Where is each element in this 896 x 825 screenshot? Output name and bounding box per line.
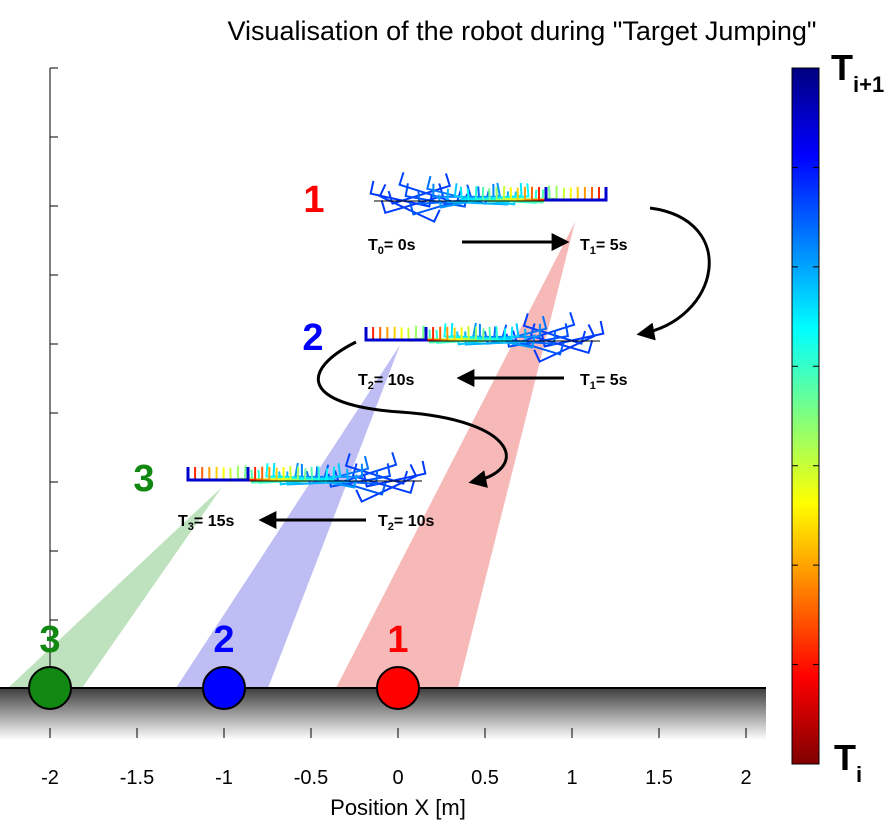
colorbar-bottom-label: Ti [834, 737, 862, 787]
target-2-beam [176, 345, 400, 688]
x-tick-label: 0.5 [471, 767, 499, 789]
stage-3-start-time: T2= 10s [378, 513, 434, 533]
target-1-beam [336, 222, 575, 688]
colorbar-top-label: Ti+1 [831, 47, 884, 97]
stage-2-number: 2 [302, 317, 323, 359]
x-tick-label: 2 [740, 767, 751, 789]
target-2: 2 [202, 619, 246, 710]
stage-3-number: 3 [133, 458, 154, 500]
x-tick-label: -1 [215, 767, 233, 789]
robot-traces [186, 171, 608, 503]
x-axis: -2 -1.5 -1 -0.5 0 0.5 1 1.5 2 [41, 728, 752, 789]
stage-3-end-time: T3= 15s [178, 513, 234, 533]
stage-2-start-time: T1= 5s [580, 372, 628, 392]
x-axis-label: Position X [m] [330, 795, 466, 820]
stage-1-number: 1 [303, 179, 324, 221]
colorbar [791, 67, 820, 765]
transition-arrow-1-2 [636, 206, 711, 341]
stage-1-start-time: T0= 0s [368, 237, 416, 257]
target-1: 1 [376, 619, 420, 710]
x-tick-label: -2 [41, 767, 59, 789]
chart-title: Visualisation of the robot during "Targe… [227, 16, 816, 46]
x-tick-label: -0.5 [294, 767, 328, 789]
target-3-ball [28, 666, 72, 710]
x-tick-label: 1.5 [645, 767, 673, 789]
stage-1-end-time: T1= 5s [580, 237, 628, 257]
x-tick-label: -1.5 [120, 767, 154, 789]
target-3-number: 3 [39, 619, 60, 661]
target-2-number: 2 [213, 619, 234, 661]
target-1-number: 1 [387, 619, 408, 661]
stage-2-end-time: T2= 10s [358, 372, 414, 392]
x-tick-label: 1 [566, 767, 577, 789]
target-3-beam [8, 487, 222, 688]
target-2-ball [202, 666, 246, 710]
x-tick-label: 0 [392, 767, 403, 789]
target-1-ball [376, 666, 420, 710]
y-axis [49, 67, 58, 690]
colorbar-ticks [792, 166, 819, 666]
transition-arrow-2-3 [316, 340, 508, 488]
target-3: 3 [28, 619, 72, 710]
